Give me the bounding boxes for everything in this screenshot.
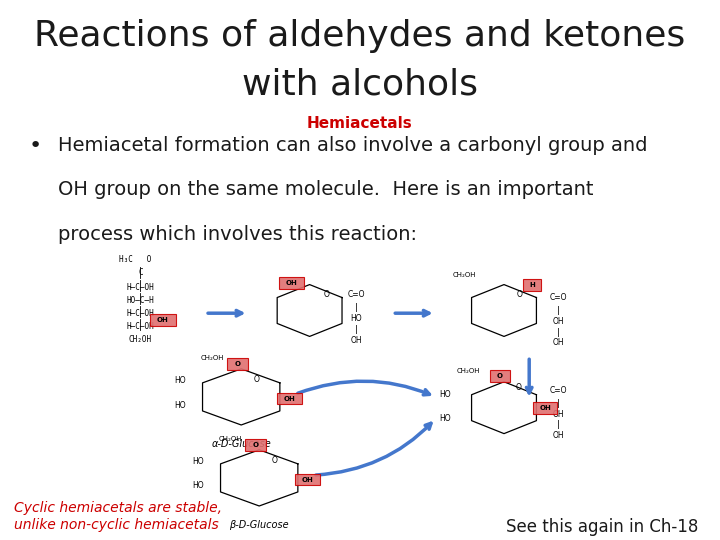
Text: H—C—OH: H—C—OH [127,309,154,318]
Text: Cyclic hemiacetals are stable,: Cyclic hemiacetals are stable, [14,501,222,515]
Text: HO: HO [174,376,186,385]
Text: |: | [557,306,559,315]
Text: H₃C   O: H₃C O [119,255,151,264]
Text: with alcohols: with alcohols [242,68,478,102]
Text: H—C—OH: H—C—OH [127,283,154,292]
Text: HO: HO [192,482,204,490]
Text: OH group on the same molecule.  Here is an important: OH group on the same molecule. Here is a… [58,180,593,199]
Text: CH₂OH: CH₂OH [129,335,152,343]
Text: O: O [323,290,329,299]
Text: See this again in Ch-18: See this again in Ch-18 [506,518,698,536]
Text: O: O [517,290,523,299]
Text: •: • [29,136,42,156]
Text: OH: OH [302,476,313,483]
Text: O: O [516,383,521,391]
Text: OH: OH [552,339,564,347]
Text: OH: OH [552,431,564,440]
Text: |: | [557,328,559,336]
Text: Reactions of aldehydes and ketones: Reactions of aldehydes and ketones [35,19,685,53]
FancyBboxPatch shape [245,439,266,451]
Text: H—C—OH: H—C—OH [127,322,154,330]
Text: OH: OH [286,280,297,286]
Text: β-D-Glucose: β-D-Glucose [230,520,289,530]
Text: C=O: C=O [549,293,567,301]
Text: OH: OH [284,395,295,402]
Text: OH: OH [552,317,564,326]
Text: α-D-Glucose: α-D-Glucose [212,439,271,449]
Text: |: | [355,325,358,334]
Text: H: H [529,282,535,288]
Text: C=O: C=O [348,290,365,299]
FancyBboxPatch shape [150,314,176,326]
FancyBboxPatch shape [279,277,304,289]
Text: O: O [254,375,260,384]
Text: HO: HO [439,390,451,399]
Text: OH: OH [351,336,362,345]
Text: O: O [234,361,240,367]
FancyBboxPatch shape [295,474,320,485]
Text: CH₂OH: CH₂OH [453,272,476,278]
FancyBboxPatch shape [490,370,510,382]
Text: O: O [252,442,258,448]
Text: HO: HO [192,457,204,466]
Text: CH₂OH: CH₂OH [219,436,242,442]
Text: HO: HO [439,414,451,423]
FancyBboxPatch shape [277,393,302,404]
Text: CH₂OH: CH₂OH [456,368,480,374]
Text: |: | [557,399,559,408]
Text: OH: OH [539,405,551,411]
Text: HO: HO [174,401,186,409]
FancyBboxPatch shape [523,279,541,291]
Text: O: O [497,373,503,379]
Text: OH: OH [157,317,168,323]
Text: OH: OH [552,410,564,418]
Text: C: C [138,268,143,277]
Text: process which involves this reaction:: process which involves this reaction: [58,225,417,244]
Text: CH₂OH: CH₂OH [201,355,224,361]
Text: |: | [355,303,358,312]
Text: HO: HO [351,314,362,323]
Text: O: O [272,456,278,465]
FancyBboxPatch shape [533,402,557,414]
Text: |: | [557,421,559,429]
Text: C=O: C=O [549,386,567,395]
FancyBboxPatch shape [227,358,248,370]
Text: unlike non-cyclic hemiacetals: unlike non-cyclic hemiacetals [14,518,219,532]
Text: HO—C—H: HO—C—H [127,296,154,305]
Text: Hemiacetal formation can also involve a carbonyl group and: Hemiacetal formation can also involve a … [58,136,647,155]
Text: Hemiacetals: Hemiacetals [307,116,413,131]
